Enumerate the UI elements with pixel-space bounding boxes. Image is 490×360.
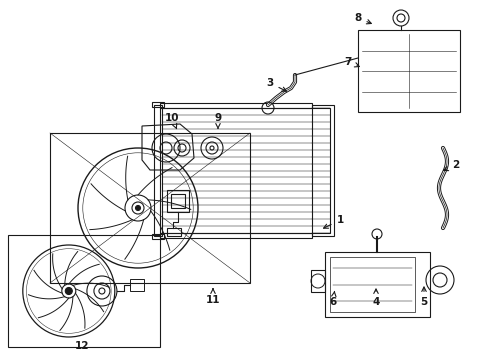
Text: 11: 11 xyxy=(206,289,220,305)
Text: 1: 1 xyxy=(323,215,343,228)
Text: 7: 7 xyxy=(344,57,359,67)
Bar xyxy=(312,105,334,236)
Circle shape xyxy=(136,206,141,211)
Bar xyxy=(358,30,460,112)
Bar xyxy=(160,103,312,108)
Bar xyxy=(50,133,250,283)
Bar xyxy=(167,190,189,212)
Circle shape xyxy=(65,288,73,294)
Bar xyxy=(160,233,312,238)
Text: 8: 8 xyxy=(354,13,371,24)
Text: 6: 6 xyxy=(329,291,337,307)
Bar xyxy=(167,228,181,236)
Text: 4: 4 xyxy=(372,289,380,307)
Bar xyxy=(325,252,430,317)
Bar xyxy=(130,279,144,291)
Bar xyxy=(8,235,160,347)
Bar xyxy=(311,270,325,292)
Bar xyxy=(152,102,164,107)
Bar xyxy=(330,257,415,312)
Text: 5: 5 xyxy=(420,287,428,307)
Text: 9: 9 xyxy=(215,113,221,129)
Bar xyxy=(154,105,162,236)
Text: 12: 12 xyxy=(75,341,89,351)
Bar xyxy=(160,108,330,233)
Text: 2: 2 xyxy=(443,160,460,171)
Bar xyxy=(152,234,164,239)
Bar xyxy=(171,194,185,208)
Text: 3: 3 xyxy=(267,78,287,91)
Text: 10: 10 xyxy=(165,113,179,129)
